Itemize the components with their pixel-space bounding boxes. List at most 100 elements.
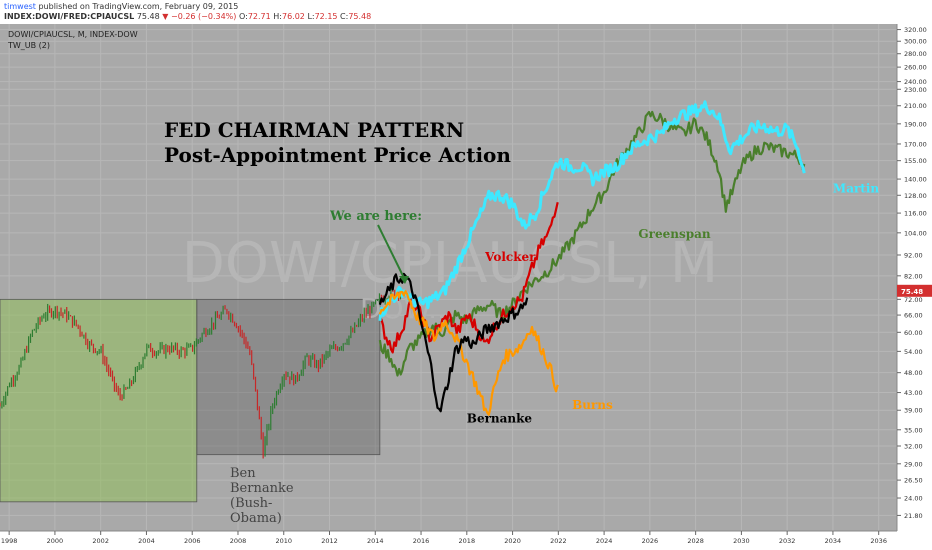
x-tick-label-2: 2002	[92, 537, 109, 545]
series-label-greenspan: Greenspan	[638, 227, 710, 241]
bernanke-label-line-0: Ben	[230, 466, 256, 481]
y-tick-label-10: 140.00	[904, 176, 927, 184]
y-tick-label-25: 29.00	[904, 460, 923, 468]
y-tick-label-13: 104.00	[904, 229, 927, 237]
series-martin	[378, 100, 806, 321]
high-label: H:	[273, 12, 282, 21]
x-tick-label-17: 2032	[779, 537, 796, 545]
open-label: O:	[238, 12, 248, 21]
y-tick-label-11: 128.00	[904, 192, 927, 200]
bernanke-label-line-1: Bernanke	[230, 481, 294, 496]
plot-background	[0, 24, 897, 531]
chart-title-line2: Post-Appointment Price Action	[164, 143, 511, 167]
y-tick-label-22: 39.00	[904, 407, 923, 415]
chart-title-line1: FED CHAIRMAN PATTERN	[164, 118, 464, 142]
y-tick-label-27: 24.00	[904, 495, 923, 503]
x-tick-label-1: 2000	[47, 537, 64, 545]
we-are-here-label: We are here:	[329, 209, 422, 224]
y-tick-label-0: 320.00	[904, 26, 927, 34]
x-tick-label-12: 2022	[550, 537, 567, 545]
y-tick-label-9: 155.00	[904, 157, 927, 165]
annotations: FED CHAIRMAN PATTERN Post-Appointment Pr…	[164, 118, 879, 526]
series-bernanke	[378, 272, 529, 413]
bernanke-label-line-2: (Bush-	[230, 496, 272, 511]
y-tick-label-8: 170.00	[904, 140, 927, 148]
series-label-bernanke: Bernanke	[467, 412, 533, 426]
y-tick-label-26: 26.50	[904, 477, 923, 485]
last-price-marker: 75.48	[897, 284, 932, 297]
grid-lines	[0, 24, 897, 531]
legend: DOWI/CPIAUCSL, M, INDEX-DOW TW_UB (2)	[7, 30, 138, 50]
y-tick-label-1: 300.00	[904, 38, 927, 46]
bernanke-label-line-3: Obama)	[230, 511, 282, 526]
y-tick-label-6: 210.00	[904, 102, 927, 110]
base-series	[0, 286, 402, 459]
low-label: L:	[307, 12, 315, 21]
series-labels: Volcker Greenspan Bernanke Burns Martin	[467, 181, 880, 425]
y-tick-label-17: 66.00	[904, 312, 923, 320]
last-price-box	[897, 284, 932, 297]
symbol-name[interactable]: INDEX:DOWI/FRED:CPIAUCSL	[4, 12, 135, 21]
series-label-martin: Martin	[833, 181, 879, 195]
x-tick-label-9: 2016	[413, 537, 430, 545]
series-label-volcker: Volcker	[484, 250, 536, 264]
we-are-here-arrow	[377, 224, 406, 281]
y-tick-label-18: 60.00	[904, 329, 923, 337]
open-value: 72.71	[247, 12, 271, 21]
x-tick-label-0: 1998	[1, 537, 18, 545]
legend-symbol[interactable]: DOWI/CPIAUCSL, M, INDEX-DOW	[8, 30, 138, 39]
x-tick-label-14: 2026	[642, 537, 659, 545]
y-tick-label-19: 54.00	[904, 348, 923, 356]
y-tick-label-15: 82.00	[904, 272, 923, 280]
close-label: C:	[340, 12, 349, 21]
y-tick-label-21: 43.00	[904, 389, 923, 397]
last-price-label: 75.48	[901, 288, 923, 296]
shaded-region-0	[0, 298, 198, 503]
ohlc-line: INDEX:DOWI/FRED:CPIAUCSL 75.48 ▼ −0.26 (…	[4, 12, 371, 21]
x-tick-label-6: 2010	[275, 537, 292, 545]
y-tick-label-5: 230.00	[904, 86, 927, 94]
low-value: 72.15	[314, 12, 338, 21]
y-tick-label-20: 48.00	[904, 369, 923, 377]
high-value: 76.02	[281, 12, 305, 21]
y-tick-label-7: 190.00	[904, 120, 927, 128]
x-tick-label-3: 2004	[138, 537, 155, 545]
x-tick-label-16: 2030	[733, 537, 750, 545]
y-axis-panel[interactable]	[897, 24, 932, 531]
y-tick-label-24: 32.00	[904, 442, 923, 450]
x-tick-label-5: 2008	[230, 537, 247, 545]
watermark: DOWI/CPIAUCSL, M	[182, 231, 718, 296]
y-tick-label-16: 72.00	[904, 296, 923, 304]
y-tick-label-3: 260.00	[904, 64, 927, 72]
x-axis-ticks: 1998 2000 2002 2004 2006 2008 2010 2012 2014 2016…	[1, 531, 887, 545]
author-link[interactable]: timwest	[4, 2, 36, 11]
y-tick-label-14: 92.00	[904, 252, 923, 260]
y-tick-label-12: 116.00	[904, 210, 927, 218]
x-tick-label-7: 2012	[321, 537, 338, 545]
x-tick-label-4: 2006	[184, 537, 201, 545]
last-value: 75.48	[136, 12, 160, 21]
series-burns	[378, 290, 559, 416]
publish-line: timwest published on TradingView.com, Fe…	[4, 2, 238, 11]
fed-chair-series	[378, 100, 806, 416]
x-tick-label-13: 2024	[596, 537, 613, 545]
series-volcker	[378, 201, 559, 354]
y-tick-label-23: 35.00	[904, 426, 923, 434]
x-tick-label-11: 2020	[504, 537, 521, 545]
x-tick-label-19: 2036	[870, 537, 887, 545]
close-value: 75.48	[348, 12, 372, 21]
legend-indicator[interactable]: TW_UB (2)	[7, 41, 50, 50]
x-tick-label-10: 2018	[459, 537, 476, 545]
y-tick-label-28: 21.80	[904, 512, 923, 520]
x-tick-label-18: 2034	[825, 537, 842, 545]
arrow-head	[399, 276, 409, 284]
y-tick-label-2: 280.00	[904, 50, 927, 58]
publish-text: published on TradingView.com, February 0…	[35, 2, 239, 11]
y-tick-label-4: 240.00	[904, 78, 927, 86]
change-value: ▼ −0.26 (−0.34%)	[162, 12, 237, 21]
x-axis-panel[interactable]	[0, 531, 932, 550]
